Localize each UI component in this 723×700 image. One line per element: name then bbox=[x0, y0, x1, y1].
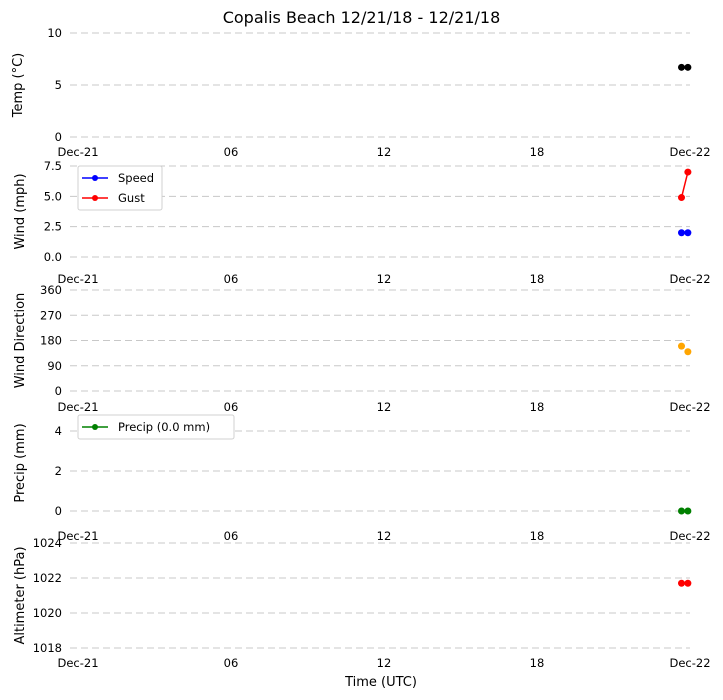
temperature-x-tick-label: 12 bbox=[377, 145, 392, 159]
wind-legend-marker bbox=[92, 175, 98, 181]
wind-legend-marker bbox=[92, 195, 98, 201]
wind-legend bbox=[77, 165, 163, 211]
precip-legend-label: Precip (0.0 mm) bbox=[118, 420, 210, 434]
precip-y-axis-label: Precip (mm) bbox=[13, 423, 28, 502]
wind-direction-x-tick-label: 12 bbox=[377, 400, 392, 414]
wind-x-tick-label: Dec-22 bbox=[669, 272, 710, 286]
precip-legend-marker bbox=[92, 424, 98, 430]
wind-y-tick-label: 5.0 bbox=[44, 189, 62, 203]
wind-data-point bbox=[684, 168, 692, 176]
wind-x-tick-label: 06 bbox=[224, 272, 239, 286]
altimeter-y-tick-label: 1022 bbox=[33, 571, 62, 585]
wind-direction-y-tick-label: 0 bbox=[55, 384, 62, 398]
wind-y-tick-label: 7.5 bbox=[44, 159, 62, 173]
wind-x-tick-label: 12 bbox=[377, 272, 392, 286]
x-axis-label: Time (UTC) bbox=[345, 675, 417, 690]
wind-legend-label: Gust bbox=[118, 191, 145, 205]
temperature-y-tick-label: 10 bbox=[47, 26, 62, 40]
altimeter-data-point bbox=[684, 579, 692, 587]
wind-direction-x-tick-label: Dec-22 bbox=[669, 400, 710, 414]
temperature-x-tick-label: 06 bbox=[224, 145, 239, 159]
temperature-x-tick-label: 18 bbox=[530, 145, 545, 159]
altimeter-y-axis-label: Altimeter (hPa) bbox=[13, 546, 28, 644]
wind-data-point bbox=[678, 194, 685, 202]
altimeter-x-tick-label: 18 bbox=[530, 656, 545, 670]
wind-x-tick-label: 18 bbox=[530, 272, 545, 286]
wind-direction-y-tick-label: 90 bbox=[47, 359, 62, 373]
wind-direction-y-tick-label: 180 bbox=[40, 334, 62, 348]
temperature-y-tick-label: 0 bbox=[55, 130, 62, 144]
wind-data-point bbox=[678, 229, 685, 237]
precip-x-tick-label: Dec-22 bbox=[669, 529, 710, 543]
wind-direction-data-point bbox=[678, 342, 685, 350]
precip-data-point bbox=[684, 507, 692, 515]
temperature-x-tick-label: Dec-21 bbox=[57, 145, 98, 159]
wind-y-tick-label: 0.0 bbox=[44, 250, 62, 264]
precip-y-tick-label: 2 bbox=[55, 464, 62, 478]
temperature-data-point bbox=[678, 63, 685, 71]
precip-x-tick-label: Dec-21 bbox=[57, 529, 98, 543]
altimeter-x-tick-label: 06 bbox=[224, 656, 239, 670]
temperature-data-point bbox=[684, 63, 692, 71]
wind-direction-y-axis-label: Wind Direction bbox=[13, 293, 28, 389]
precip-legend bbox=[77, 414, 235, 440]
precip-y-tick-label: 4 bbox=[55, 424, 62, 438]
altimeter-y-tick-label: 1020 bbox=[33, 606, 62, 620]
wind-direction-x-tick-label: 06 bbox=[224, 400, 239, 414]
wind-data-point bbox=[684, 229, 692, 237]
wind-direction-y-tick-label: 270 bbox=[40, 308, 62, 322]
altimeter-x-tick-label: Dec-21 bbox=[57, 656, 98, 670]
precip-x-tick-label: 12 bbox=[377, 529, 392, 543]
altimeter-x-tick-label: 12 bbox=[377, 656, 392, 670]
temperature-y-tick-label: 5 bbox=[55, 78, 62, 92]
wind-direction-x-tick-label: 18 bbox=[530, 400, 545, 414]
temperature-y-axis-label: Temp (°C) bbox=[11, 53, 26, 119]
wind-legend-label: Speed bbox=[118, 171, 154, 185]
temperature-x-tick-label: Dec-22 bbox=[669, 145, 710, 159]
altimeter-x-tick-label: Dec-22 bbox=[669, 656, 710, 670]
wind-x-tick-label: Dec-21 bbox=[57, 272, 98, 286]
wind-direction-y-tick-label: 360 bbox=[40, 283, 62, 297]
precip-data-point bbox=[678, 507, 685, 515]
precip-y-tick-label: 0 bbox=[55, 504, 62, 518]
altimeter-data-point bbox=[678, 579, 685, 587]
wind-y-axis-label: Wind (mph) bbox=[13, 173, 28, 249]
altimeter-y-tick-label: 1018 bbox=[33, 641, 62, 655]
wind-series-line bbox=[680, 171, 689, 198]
wind-direction-x-tick-label: Dec-21 bbox=[57, 400, 98, 414]
wind-direction-data-point bbox=[684, 348, 692, 356]
precip-x-tick-label: 18 bbox=[530, 529, 545, 543]
altimeter-y-tick-label: 1024 bbox=[33, 536, 62, 550]
chart-title: Copalis Beach 12/21/18 - 12/21/18 bbox=[222, 8, 501, 27]
precip-x-tick-label: 06 bbox=[224, 529, 239, 543]
wind-y-tick-label: 2.5 bbox=[44, 220, 62, 234]
